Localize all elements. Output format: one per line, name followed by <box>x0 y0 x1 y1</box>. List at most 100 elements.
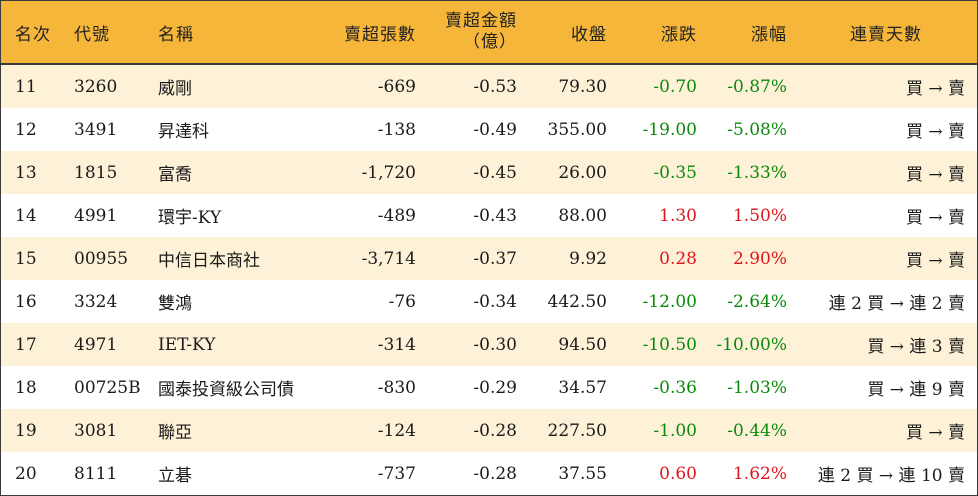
row-streak: 買 → 賣 <box>905 251 965 271</box>
header-streak: 連賣天數 <box>850 24 922 45</box>
row-code: 4971 <box>74 334 118 355</box>
row-change: -0.36 <box>653 377 697 398</box>
row-streak: 買 → 賣 <box>905 165 965 185</box>
table-row: 12 3491 昇達科 -138 -0.49 355.00 -19.00 -5.08% 買 → … <box>1 108 977 151</box>
row-rank: 20 <box>15 463 37 484</box>
row-pct: 1.50% <box>732 205 787 226</box>
row-change: -0.70 <box>653 76 697 97</box>
row-pct: -0.44% <box>727 420 787 441</box>
row-net-lots: -314 <box>377 334 416 355</box>
row-streak: 連 2 買 → 連 10 賣 <box>817 466 965 486</box>
row-change: 0.60 <box>659 463 697 484</box>
table-row: 20 8111 立碁 -737 -0.28 37.55 0.60 1.62% 連 2 買 → 連… <box>1 452 977 495</box>
row-pct: -10.00% <box>716 334 787 355</box>
header-close: 收盤 <box>571 24 607 45</box>
row-streak: 買 → 賣 <box>905 423 965 443</box>
row-code: 00955 <box>74 248 129 269</box>
header-net-amount-title: 賣超金額 <box>445 11 517 31</box>
row-code: 3491 <box>74 119 118 140</box>
header-pct: 漲幅 <box>751 24 787 45</box>
table-row: 14 4991 環宇-KY -489 -0.43 88.00 1.30 1.50% 買 → 賣 <box>1 194 977 237</box>
row-code: 00725B <box>74 377 141 398</box>
row-change: 1.30 <box>659 205 697 226</box>
row-change: -10.50 <box>642 334 697 355</box>
row-change: -1.00 <box>653 420 697 441</box>
row-code: 8111 <box>74 463 118 484</box>
row-rank: 15 <box>15 248 37 269</box>
row-rank: 19 <box>15 420 37 441</box>
row-name: 環宇-KY <box>158 208 222 228</box>
row-pct: -0.87% <box>727 76 787 97</box>
row-rank: 12 <box>15 119 37 140</box>
row-code: 4991 <box>74 205 118 226</box>
row-net-amount: -0.49 <box>473 119 517 140</box>
row-net-lots: -489 <box>377 205 416 226</box>
row-rank: 18 <box>15 377 37 398</box>
row-close: 94.50 <box>558 334 607 355</box>
header-net-amount: 賣超金額 （億） <box>421 1 517 63</box>
header-code: 代號 <box>74 24 110 45</box>
row-net-amount: -0.30 <box>473 334 517 355</box>
row-close: 88.00 <box>558 205 607 226</box>
row-net-amount: -0.37 <box>473 248 517 269</box>
row-close: 227.50 <box>547 420 607 441</box>
header-change: 漲跌 <box>661 24 697 45</box>
row-code: 3081 <box>74 420 118 441</box>
header-net-amount-unit: （億） <box>463 32 517 52</box>
row-net-lots: -138 <box>377 119 416 140</box>
row-pct: 1.62% <box>732 463 787 484</box>
row-close: 34.57 <box>558 377 607 398</box>
row-streak: 買 → 連 3 賣 <box>867 337 965 357</box>
table-header: 名次 代號 名稱 賣超張數 賣超金額 （億） 收盤 漲跌 漲幅 連賣天數 <box>1 1 977 65</box>
row-streak: 買 → 賣 <box>905 79 965 99</box>
row-change: -19.00 <box>642 119 697 140</box>
row-close: 355.00 <box>547 119 607 140</box>
row-net-lots: -76 <box>388 291 416 312</box>
row-pct: 2.90% <box>732 248 787 269</box>
row-rank: 14 <box>15 205 37 226</box>
header-rank: 名次 <box>15 24 51 45</box>
row-net-lots: -124 <box>377 420 416 441</box>
row-name: 立碁 <box>158 466 192 486</box>
row-code: 1815 <box>74 162 118 183</box>
row-pct: -2.64% <box>727 291 787 312</box>
row-net-amount: -0.53 <box>473 76 517 97</box>
table-row: 16 3324 雙鴻 -76 -0.34 442.50 -12.00 -2.64% 連 2 買 … <box>1 280 977 323</box>
row-name: IET-KY <box>158 334 216 355</box>
row-name: 昇達科 <box>158 122 209 142</box>
row-streak: 連 2 買 → 連 2 賣 <box>828 294 965 314</box>
row-close: 26.00 <box>558 162 607 183</box>
row-code: 3324 <box>74 291 118 312</box>
row-name: 富喬 <box>158 165 192 185</box>
row-net-lots: -737 <box>377 463 416 484</box>
table-row: 17 4971 IET-KY -314 -0.30 94.50 -10.50 -10.00% 買… <box>1 323 977 366</box>
row-change: -12.00 <box>642 291 697 312</box>
row-net-lots: -669 <box>377 76 416 97</box>
row-net-lots: -1,720 <box>361 162 416 183</box>
row-net-amount: -0.28 <box>473 463 517 484</box>
header-name: 名稱 <box>158 24 194 45</box>
row-rank: 13 <box>15 162 37 183</box>
row-net-lots: -3,714 <box>361 248 416 269</box>
row-streak: 買 → 賣 <box>905 122 965 142</box>
row-close: 9.92 <box>569 248 607 269</box>
table-row: 15 00955 中信日本商社 -3,714 -0.37 9.92 0.28 2.90% 買 →… <box>1 237 977 280</box>
table-row: 11 3260 威剛 -669 -0.53 79.30 -0.70 -0.87% 買 → 賣 <box>1 65 977 108</box>
row-net-amount: -0.29 <box>473 377 517 398</box>
row-pct: -1.03% <box>727 377 787 398</box>
table-row: 13 1815 富喬 -1,720 -0.45 26.00 -0.35 -1.33% 買 → 賣 <box>1 151 977 194</box>
row-name: 中信日本商社 <box>158 251 260 271</box>
row-name: 威剛 <box>158 79 192 99</box>
header-net-lots: 賣超張數 <box>344 24 416 45</box>
table-row: 18 00725B 國泰投資級公司債 -830 -0.29 34.57 -0.36 -1.03… <box>1 366 977 409</box>
row-close: 79.30 <box>558 76 607 97</box>
table-row: 19 3081 聯亞 -124 -0.28 227.50 -1.00 -0.44% 買 → 賣 <box>1 409 977 452</box>
row-name: 國泰投資級公司債 <box>158 380 294 400</box>
row-net-amount: -0.28 <box>473 420 517 441</box>
row-rank: 11 <box>15 76 37 97</box>
row-rank: 16 <box>15 291 37 312</box>
row-close: 37.55 <box>558 463 607 484</box>
row-streak: 買 → 賣 <box>905 208 965 228</box>
row-net-lots: -830 <box>377 377 416 398</box>
